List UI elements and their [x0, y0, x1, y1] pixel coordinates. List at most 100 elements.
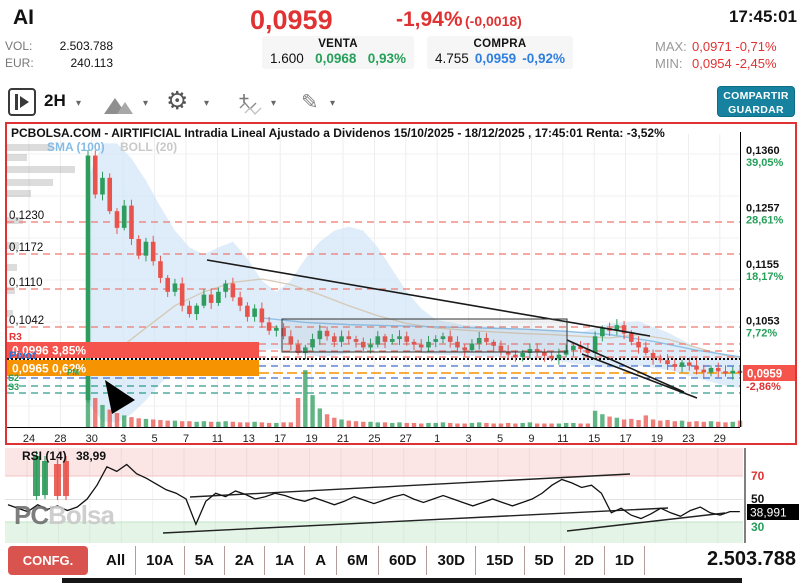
svg-text:17: 17	[274, 433, 286, 443]
range-button-5a[interactable]: 5A	[185, 546, 225, 575]
svg-text:PM: PM	[67, 368, 79, 377]
venta-box: VENTA 1.600 0,0968 0,93%	[262, 36, 414, 69]
svg-text:Pivot: Pivot	[9, 350, 36, 362]
range-buttons: All 10A 5A 2A 1A A 6M 60D 30D 15D 5D 2D 1D	[96, 546, 646, 575]
svg-text:21: 21	[337, 433, 349, 443]
svg-text:0,1172: 0,1172	[9, 242, 43, 254]
svg-text:29: 29	[714, 433, 726, 443]
svg-text:R3: R3	[9, 332, 22, 343]
min-row: MIN: 0,0954 -2,45%	[655, 56, 795, 71]
compra-price: 0,0959	[474, 51, 517, 66]
svg-text:0,1042: 0,1042	[9, 315, 44, 327]
svg-text:0,1257: 0,1257	[746, 202, 780, 214]
chart-type-icon[interactable]	[104, 96, 138, 114]
range-button-10a[interactable]: 10A	[136, 546, 185, 575]
legend-boll[interactable]: BOLL (20)	[120, 140, 178, 154]
chart-type-caret-icon[interactable]: ▾	[143, 98, 149, 109]
timeframe-selector[interactable]: 2H	[44, 91, 66, 110]
compra-box: COMPRA 4.755 0,0959 -0,92%	[427, 36, 573, 69]
range-button-15d[interactable]: 15D	[476, 546, 525, 575]
panel-toggle-icon[interactable]	[8, 88, 36, 116]
svg-text:24: 24	[23, 433, 35, 443]
svg-text:19: 19	[305, 433, 317, 443]
svg-text:25: 25	[368, 433, 380, 443]
range-button-2a[interactable]: 2A	[225, 546, 266, 575]
draw-caret-icon[interactable]: ▾	[330, 98, 336, 109]
svg-text:1: 1	[434, 433, 440, 443]
venta-title: VENTA	[318, 38, 358, 50]
svg-text:0,0959: 0,0959	[747, 368, 782, 380]
bottom-scrollbar[interactable]	[62, 578, 742, 583]
svg-text:30: 30	[86, 433, 98, 443]
compra-pct: -0,92%	[522, 51, 565, 66]
total-volume: 2.503.788	[707, 548, 796, 570]
clock: 17:45:01	[728, 7, 797, 26]
svg-text:S3: S3	[8, 382, 19, 392]
svg-text:28: 28	[54, 433, 66, 443]
svg-text:18,17%: 18,17%	[746, 271, 784, 283]
config-button[interactable]: CONFG.	[8, 546, 88, 575]
svg-text:30: 30	[751, 520, 765, 534]
range-button-5d[interactable]: 5D	[525, 546, 565, 575]
timeframe-caret-icon[interactable]: ▾	[76, 98, 82, 109]
svg-text:13: 13	[243, 433, 255, 443]
svg-text:15: 15	[588, 433, 600, 443]
svg-text:0,0965 0,62%: 0,0965 0,62%	[12, 362, 86, 376]
svg-text:5: 5	[152, 433, 158, 443]
legend-sma[interactable]: SMA (100)	[47, 140, 105, 154]
change-absolute: (-0,0018)	[465, 13, 522, 29]
bottom-toolbar: CONFG. All 10A 5A 2A 1A A 6M 60D 30D 15D 5D 2D 1D 2.…	[0, 543, 808, 578]
svg-text:23: 23	[682, 433, 694, 443]
rsi-label: RSI (14)	[22, 449, 67, 463]
range-button-a[interactable]: A	[305, 546, 338, 575]
venta-pct: 0,93%	[367, 51, 406, 66]
svg-text:11: 11	[557, 433, 568, 443]
svg-text:9: 9	[528, 433, 534, 443]
svg-text:70: 70	[751, 469, 765, 483]
vol-value: 2.503.788	[59, 39, 113, 53]
range-button-1a[interactable]: 1A	[265, 546, 306, 575]
last-price: 0,0959	[250, 5, 333, 35]
svg-text:0,1110: 0,1110	[9, 277, 42, 289]
range-button-1d[interactable]: 1D	[605, 546, 646, 575]
range-button-2d[interactable]: 2D	[565, 546, 605, 575]
eur-label: EUR:	[5, 56, 34, 70]
main-chart-canvas[interactable]: 0,1230 0,1172 0,1110 0,1042 0,0996 3,85% 0,09…	[7, 124, 795, 445]
eur-row: EUR: 240.113	[5, 56, 113, 70]
svg-text:7,72%: 7,72%	[746, 328, 777, 340]
main-chart-panel[interactable]: 0,1230 0,1172 0,1110 0,1042 0,0996 3,85% 0,09…	[5, 122, 797, 445]
share-save-button[interactable]: COMPARTIR GUARDAR	[717, 86, 795, 117]
range-button-6m[interactable]: 6M	[337, 546, 379, 575]
indicators-caret-icon[interactable]: ▾	[271, 98, 277, 109]
pcbolsa-logo: PCBolsa	[14, 500, 115, 531]
range-button-60d[interactable]: 60D	[379, 546, 428, 575]
gear-icon[interactable]: ⚙	[166, 87, 189, 115]
svg-text:50: 50	[751, 492, 765, 506]
save-label: GUARDAR	[728, 104, 784, 116]
compra-qty: 4.755	[435, 51, 469, 66]
range-button-30d[interactable]: 30D	[427, 546, 477, 575]
svg-text:5: 5	[497, 433, 503, 443]
change-percent: -1,94%	[396, 8, 463, 31]
min-label: MIN:	[655, 56, 683, 71]
svg-text:19: 19	[651, 433, 663, 443]
svg-text:27: 27	[400, 433, 412, 443]
svg-text:39,05%: 39,05%	[746, 157, 784, 169]
logo-bolsa: Bolsa	[48, 500, 115, 530]
draw-tool-icon[interactable]: ✎	[301, 91, 319, 114]
logo-pc: PC	[14, 500, 49, 530]
eur-value: 240.113	[70, 56, 114, 70]
indicators-icon[interactable]	[237, 92, 265, 116]
svg-text:3: 3	[120, 433, 126, 443]
volume-row: VOL: 2.503.788	[5, 39, 113, 53]
compra-title: COMPRA	[473, 38, 527, 50]
svg-text:0,1360: 0,1360	[746, 145, 780, 157]
svg-text:0,1230: 0,1230	[9, 210, 44, 222]
svg-text:7: 7	[183, 433, 189, 443]
svg-text:S2: S2	[8, 373, 19, 383]
range-button-all[interactable]: All	[96, 546, 137, 575]
venta-price: 0,0968	[315, 51, 357, 66]
svg-text:0,1053: 0,1053	[746, 316, 780, 328]
settings-caret-icon[interactable]: ▾	[204, 98, 210, 109]
